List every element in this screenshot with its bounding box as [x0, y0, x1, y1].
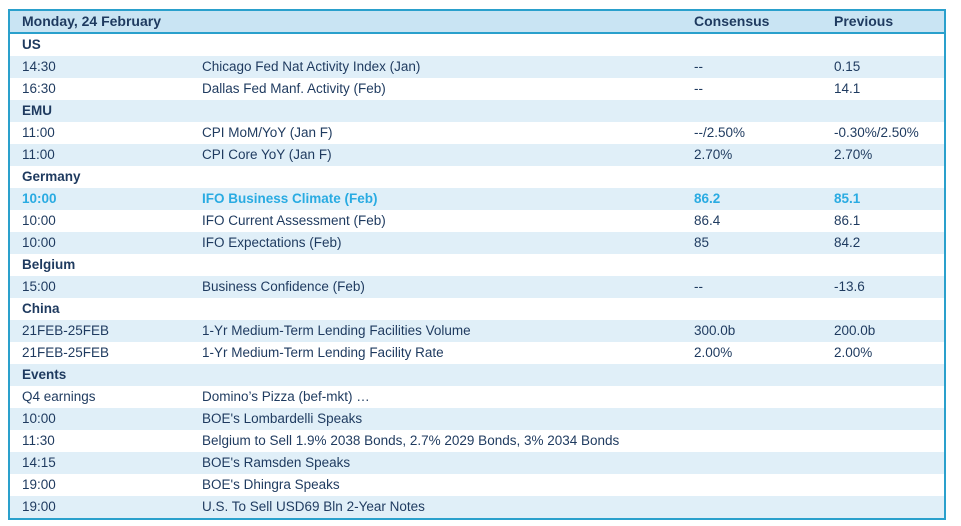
table-row: 14:30 Chicago Fed Nat Activity Index (Jan… — [10, 56, 944, 78]
time-cell: 10:00 — [22, 235, 56, 250]
event-cell: BOE's Dhingra Speaks — [202, 477, 340, 492]
time-cell: 11:00 — [22, 147, 55, 162]
section-row-china: China — [10, 298, 944, 320]
consensus-cell: 86.4 — [694, 213, 721, 228]
time-cell: 11:30 — [22, 433, 55, 448]
table-row: 10:00 IFO Current Assessment (Feb) 86.4 86.… — [10, 210, 944, 232]
consensus-cell: -- — [694, 279, 703, 294]
section-row-us: US — [10, 34, 944, 56]
section-row-belgium: Belgium — [10, 254, 944, 276]
event-cell: U.S. To Sell USD69 Bln 2-Year Notes — [202, 499, 425, 514]
consensus-cell: 85 — [694, 235, 710, 250]
previous-cell: 2.70% — [834, 147, 873, 162]
table-row: 11:00 CPI MoM/YoY (Jan F) --/2.50% -0.30%/2… — [10, 122, 944, 144]
table-row: 21FEB-25FEB 1-Yr Medium-Term Lending Faci… — [10, 342, 944, 364]
section-row-emu: EMU — [10, 100, 944, 122]
time-cell: Q4 earnings — [22, 389, 96, 404]
time-cell: 21FEB-25FEB — [22, 345, 110, 360]
time-cell: 19:00 — [22, 477, 56, 492]
date-title: Monday, 24 February — [22, 13, 162, 29]
table-body: US 14:30 Chicago Fed Nat Activity Index (J… — [10, 34, 944, 518]
previous-cell: 2.00% — [834, 345, 873, 360]
time-cell: 10:00 — [22, 213, 56, 228]
event-cell: Domino’s Pizza (bef-mkt) … — [202, 389, 370, 404]
table-header-row: Monday, 24 February Consensus Previous — [10, 11, 944, 34]
time-cell: 14:30 — [22, 59, 56, 74]
economic-calendar-table: Monday, 24 February Consensus Previous U… — [8, 9, 946, 520]
time-cell: 14:15 — [22, 455, 56, 470]
section-label: Belgium — [22, 257, 76, 272]
time-cell: 15:00 — [22, 279, 56, 294]
table-row: 11:30 Belgium to Sell 1.9% 2038 Bonds, 2.… — [10, 430, 944, 452]
event-cell: IFO Current Assessment (Feb) — [202, 213, 386, 228]
event-cell: Belgium to Sell 1.9% 2038 Bonds, 2.7% 20… — [202, 433, 620, 448]
section-label: US — [22, 37, 41, 52]
time-cell: 11:00 — [22, 125, 55, 140]
section-label: Events — [22, 367, 67, 382]
event-cell: BOE's Ramsden Speaks — [202, 455, 351, 470]
event-cell: CPI Core YoY (Jan F) — [202, 147, 332, 162]
previous-column-header: Previous — [834, 13, 894, 29]
consensus-cell: 86.2 — [694, 191, 721, 206]
table-row: Q4 earnings Domino’s Pizza (bef-mkt) … — [10, 386, 944, 408]
previous-cell: -0.30%/2.50% — [834, 125, 919, 140]
section-row-germany: Germany — [10, 166, 944, 188]
consensus-cell: -- — [694, 81, 703, 96]
time-cell: 21FEB-25FEB — [22, 323, 110, 338]
event-cell: Chicago Fed Nat Activity Index (Jan) — [202, 59, 421, 74]
previous-cell: 86.1 — [834, 213, 861, 228]
previous-cell: 200.0b — [834, 323, 876, 338]
event-cell: Dallas Fed Manf. Activity (Feb) — [202, 81, 386, 96]
time-cell: 10:00 — [22, 191, 57, 206]
section-label: Germany — [22, 169, 81, 184]
previous-cell: 84.2 — [834, 235, 861, 250]
previous-cell: -13.6 — [834, 279, 865, 294]
consensus-cell: 2.70% — [694, 147, 733, 162]
table-row: 19:00 U.S. To Sell USD69 Bln 2-Year Notes — [10, 496, 944, 518]
previous-cell: 85.1 — [834, 191, 861, 206]
consensus-cell: --/2.50% — [694, 125, 746, 140]
consensus-cell: 2.00% — [694, 345, 733, 360]
previous-cell: 0.15 — [834, 59, 861, 74]
consensus-cell: 300.0b — [694, 323, 736, 338]
table-row: 21FEB-25FEB 1-Yr Medium-Term Lending Faci… — [10, 320, 944, 342]
section-label: China — [22, 301, 60, 316]
event-cell: CPI MoM/YoY (Jan F) — [202, 125, 333, 140]
consensus-column-header: Consensus — [694, 13, 770, 29]
table-row: 11:00 CPI Core YoY (Jan F) 2.70% 2.70% — [10, 144, 944, 166]
section-label: EMU — [22, 103, 52, 118]
table-row: 10:00 BOE's Lombardelli Speaks — [10, 408, 944, 430]
event-cell: IFO Business Climate (Feb) — [202, 191, 378, 206]
time-cell: 16:30 — [22, 81, 56, 96]
table-row: 10:00 IFO Expectations (Feb) 85 84.2 — [10, 232, 944, 254]
table-row: 16:30 Dallas Fed Manf. Activity (Feb) -- 14… — [10, 78, 944, 100]
time-cell: 10:00 — [22, 411, 56, 426]
section-row-events: Events — [10, 364, 944, 386]
consensus-cell: -- — [694, 59, 703, 74]
previous-cell: 14.1 — [834, 81, 861, 96]
table-row: 15:00 Business Confidence (Feb) -- -13.6 — [10, 276, 944, 298]
event-cell: Business Confidence (Feb) — [202, 279, 365, 294]
table-row: 14:15 BOE's Ramsden Speaks — [10, 452, 944, 474]
time-cell: 19:00 — [22, 499, 56, 514]
event-cell: BOE's Lombardelli Speaks — [202, 411, 363, 426]
table-row: 10:00 IFO Business Climate (Feb) 86.2 85.1 — [10, 188, 944, 210]
event-cell: 1-Yr Medium-Term Lending Facility Rate — [202, 345, 444, 360]
event-cell: 1-Yr Medium-Term Lending Facilities Volu… — [202, 323, 471, 338]
event-cell: IFO Expectations (Feb) — [202, 235, 342, 250]
table-row: 19:00 BOE's Dhingra Speaks — [10, 474, 944, 496]
